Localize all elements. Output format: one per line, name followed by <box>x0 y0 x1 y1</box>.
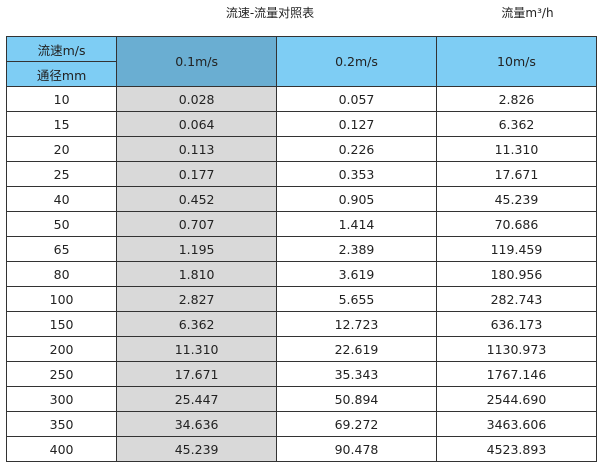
header-row: 通径mm <box>5 61 597 87</box>
diameter-cell: 25 <box>5 161 118 187</box>
flow-cell: 0.452 <box>116 186 278 212</box>
diameter-cell: 15 <box>5 111 118 137</box>
flow-cell: 1.414 <box>276 211 437 237</box>
flow-cell: 3.619 <box>276 261 437 287</box>
flow-cell: 2.389 <box>276 236 437 262</box>
flow-cell: 0.177 <box>116 161 278 187</box>
table-row: 80 1.810 3.619 180.956 <box>5 261 598 287</box>
flow-cell: 0.064 <box>116 111 278 137</box>
flow-cell: 17.671 <box>435 161 598 187</box>
flow-cell: 119.459 <box>435 236 598 262</box>
diameter-cell: 65 <box>5 236 118 262</box>
flow-cell: 45.239 <box>435 186 598 212</box>
flow-cell: 0.707 <box>116 211 278 237</box>
flow-cell: 2544.690 <box>435 386 598 412</box>
column-header: 0.1m/s <box>116 36 278 87</box>
flow-cell: 35.343 <box>276 361 437 387</box>
diameter-cell: 300 <box>5 386 118 412</box>
diameter-cell: 20 <box>5 136 118 162</box>
table-row: 65 1.195 2.389 119.459 <box>5 236 598 262</box>
table-row: 25 0.177 0.353 17.671 <box>5 161 598 187</box>
flow-cell: 11.310 <box>435 136 598 162</box>
flow-cell: 50.894 <box>276 386 437 412</box>
flow-cell: 1767.146 <box>435 361 598 387</box>
table-title: 流速-流量对照表 <box>225 6 315 20</box>
flow-cell: 69.272 <box>276 411 437 437</box>
flow-cell: 0.127 <box>276 111 437 137</box>
flow-cell: 0.028 <box>116 86 278 112</box>
header-row: 流速m/s 0.1m/s 0.2m/s 10m/s <box>5 36 598 87</box>
flow-cell: 12.723 <box>276 311 437 337</box>
table-row: 40 0.452 0.905 45.239 <box>5 186 598 212</box>
flow-cell: 6.362 <box>116 311 278 337</box>
flow-cell: 0.113 <box>116 136 278 162</box>
flow-cell: 70.686 <box>435 211 598 237</box>
table-row: 100 2.827 5.655 282.743 <box>5 286 598 312</box>
table-row: 250 17.671 35.343 1767.146 <box>5 361 598 387</box>
flow-cell: 636.173 <box>435 311 598 337</box>
table-row: 15 0.064 0.127 6.362 <box>5 111 598 137</box>
flow-cell: 1.810 <box>116 261 278 287</box>
flow-cell: 25.447 <box>116 386 278 412</box>
table-row: 20 0.113 0.226 11.310 <box>5 136 598 162</box>
table-row: 400 45.239 90.478 4523.893 <box>5 436 598 462</box>
flow-cell: 4523.893 <box>435 436 598 462</box>
flow-cell: 1130.973 <box>435 336 598 362</box>
diameter-cell: 400 <box>5 436 118 462</box>
table-row: 350 34.636 69.272 3463.606 <box>5 411 598 437</box>
flow-table: 流速m/s 0.1m/s 0.2m/s 10m/s 通径mm 10 0.028 0.… <box>5 36 598 462</box>
unit-label: 流量m³/h <box>501 6 554 20</box>
diameter-cell: 10 <box>5 86 118 112</box>
flow-cell: 282.743 <box>435 286 598 312</box>
table-row: 150 6.362 12.723 636.173 <box>5 311 598 337</box>
flow-cell: 0.353 <box>276 161 437 187</box>
column-header: 0.2m/s <box>276 36 437 87</box>
flow-cell: 2.827 <box>116 286 278 312</box>
diameter-cell: 100 <box>5 286 118 312</box>
table-row: 300 25.447 50.894 2544.690 <box>5 386 598 412</box>
column-header: 10m/s <box>435 36 598 87</box>
flow-cell: 11.310 <box>116 336 278 362</box>
diameter-cell: 200 <box>5 336 118 362</box>
diameter-cell: 50 <box>5 211 118 237</box>
flow-cell: 0.057 <box>276 86 437 112</box>
flow-cell: 17.671 <box>116 361 278 387</box>
flow-cell: 0.226 <box>276 136 437 162</box>
table-row: 200 11.310 22.619 1130.973 <box>5 336 598 362</box>
flow-cell: 34.636 <box>116 411 278 437</box>
diameter-cell: 40 <box>5 186 118 212</box>
table-row: 50 0.707 1.414 70.686 <box>5 211 598 237</box>
flow-cell: 90.478 <box>276 436 437 462</box>
diameter-cell: 250 <box>5 361 118 387</box>
flow-cell: 3463.606 <box>435 411 598 437</box>
flow-cell: 5.655 <box>276 286 437 312</box>
flow-cell: 180.956 <box>435 261 598 287</box>
flow-cell: 2.826 <box>435 86 598 112</box>
diameter-cell: 350 <box>5 411 118 437</box>
corner-diameter-label: 通径mm <box>5 61 118 87</box>
table-row: 10 0.028 0.057 2.826 <box>5 86 598 112</box>
corner-velocity-label: 流速m/s <box>5 36 118 62</box>
flow-cell: 45.239 <box>116 436 278 462</box>
flow-cell: 22.619 <box>276 336 437 362</box>
flow-cell: 6.362 <box>435 111 598 137</box>
diameter-cell: 80 <box>5 261 118 287</box>
flow-cell: 0.905 <box>276 186 437 212</box>
flow-cell: 1.195 <box>116 236 278 262</box>
diameter-cell: 150 <box>5 311 118 337</box>
